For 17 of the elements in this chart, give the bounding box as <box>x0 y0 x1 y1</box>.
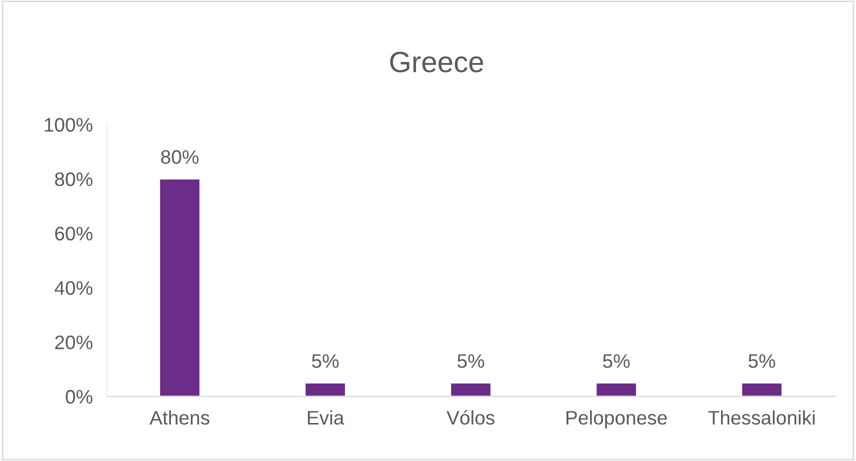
data-label: 80% <box>161 150 199 164</box>
data-label: 5% <box>458 354 484 368</box>
x-tick-label: Thessaloniki <box>708 410 815 425</box>
y-tick-label: 20% <box>55 336 92 350</box>
data-label: 5% <box>748 354 776 368</box>
y-tick-label: 0% <box>66 390 92 404</box>
x-tick-label: Peloponese <box>566 410 667 428</box>
chart-title: Greece <box>390 52 484 72</box>
data-label: 5% <box>312 354 339 368</box>
data-label: 5% <box>603 354 630 368</box>
y-tick-label: 100% <box>44 118 92 132</box>
y-tick-label: 80% <box>55 172 92 186</box>
x-tick-label: Vólos <box>446 410 494 425</box>
x-tick-label: Athens <box>150 410 210 425</box>
y-tick-label: 60% <box>55 226 92 241</box>
x-tick-label: Evia <box>308 410 344 425</box>
y-tick-label: 40% <box>54 281 92 295</box>
